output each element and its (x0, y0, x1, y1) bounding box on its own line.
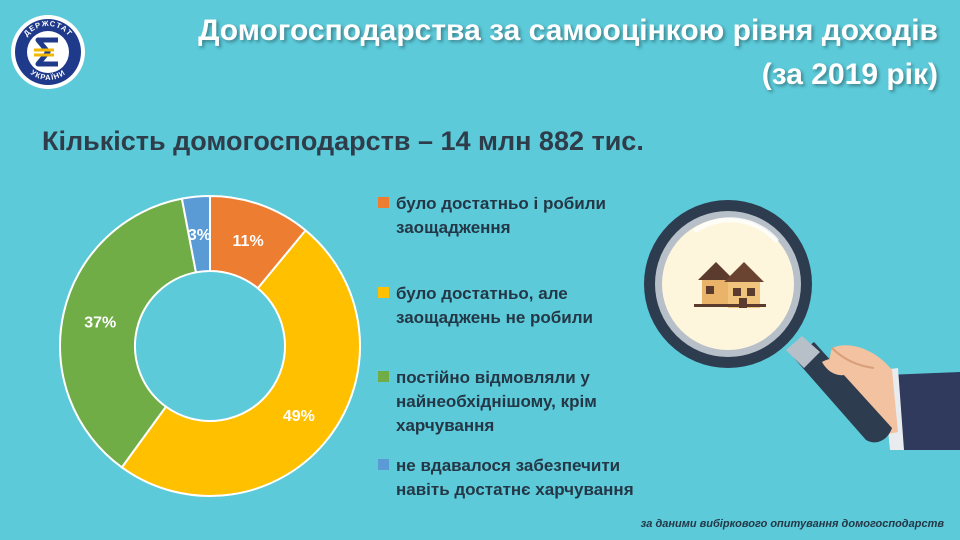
legend-swatch (378, 459, 389, 470)
slice-label: 49% (283, 408, 315, 425)
legend-item: не вдавалося забезпечити навіть достатнє … (378, 454, 656, 502)
legend-swatch (378, 197, 389, 208)
legend-swatch (378, 287, 389, 298)
magnifying-glass-houses-icon (644, 200, 960, 450)
slice-label: 11% (233, 233, 264, 250)
data-source-note: за даними вибіркового опитування домогос… (640, 518, 944, 530)
legend-item: було достатньо і робили заощадження (378, 192, 656, 240)
legend-swatch (378, 371, 389, 382)
houses-icon (694, 262, 766, 308)
legend-label: не вдавалося забезпечити навіть достатнє … (396, 456, 634, 499)
page-title-period: (за 2019 рік) (761, 58, 938, 91)
legend-label: було достатньо і робили заощадження (396, 194, 606, 237)
donut-slice (180, 194, 211, 274)
legend-label: було достатньо, але заощаджень не робили (396, 284, 594, 327)
donut-slice (59, 197, 198, 469)
slice-label: 37% (84, 314, 116, 331)
page-title: Домогосподарства за самооцінкою рівня до… (198, 14, 938, 47)
households-count: Кількість домогосподарств – 14 млн 882 т… (42, 126, 644, 156)
slice-label: 3% (188, 227, 211, 244)
donut-slice (120, 229, 362, 497)
legend-item: постійно відмовляли у найнеобхіднішому, к… (378, 366, 656, 438)
svg-text:УКРАЇНИ: УКРАЇНИ (29, 68, 67, 82)
logo-emblem-icon (34, 37, 58, 67)
derzhstat-logo: ДЕРЖСТАТ УКРАЇНИ (11, 15, 85, 89)
legend-item: було достатньо, але заощаджень не робили (378, 282, 656, 330)
donut-chart: 11% 49% 37% 3% (59, 194, 362, 497)
legend-label: постійно відмовляли у найнеобхіднішому, к… (396, 368, 597, 435)
